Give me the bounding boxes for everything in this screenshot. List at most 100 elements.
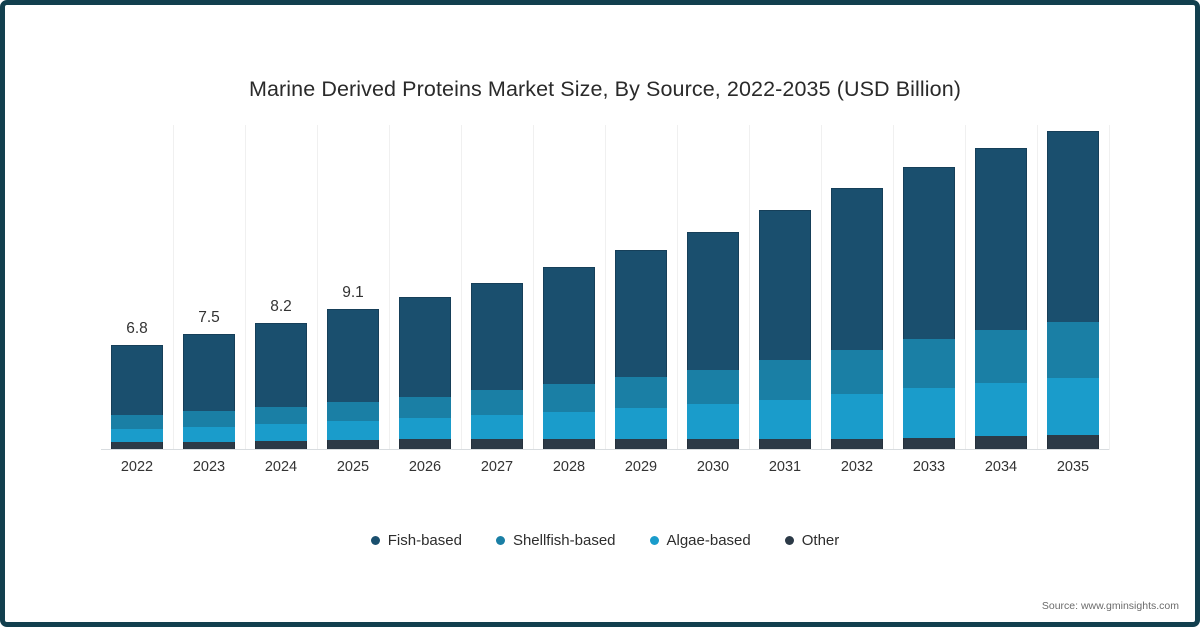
bar-column-2022[interactable] (111, 344, 163, 450)
bar-segment-other[interactable] (975, 436, 1027, 450)
bar-segment-fish-based[interactable] (111, 344, 163, 416)
bar-column-2031[interactable] (759, 210, 811, 450)
bar-segment-fish-based[interactable] (615, 250, 667, 378)
plot-area: 6.8 7.5 8.2 9.1 (101, 125, 1110, 450)
x-axis-tick-2027: 2027 (480, 459, 514, 475)
bar-segment-algae-based[interactable] (831, 394, 883, 440)
bar-segment-fish-based[interactable] (183, 333, 235, 412)
bar-segment-algae-based[interactable] (471, 415, 523, 440)
x-axis-tick-2022: 2022 (120, 459, 154, 475)
bar-segment-fish-based[interactable] (1047, 131, 1099, 322)
gridline (317, 125, 318, 450)
bar-segment-other[interactable] (1047, 435, 1099, 450)
bar-column-2032[interactable] (831, 188, 883, 450)
x-axis-tick-2035: 2035 (1056, 459, 1090, 475)
bar-segment-shellfish-based[interactable] (255, 407, 307, 425)
bar-segment-shellfish-based[interactable] (1047, 321, 1099, 379)
bar-segment-fish-based[interactable] (399, 296, 451, 397)
legend-item-other[interactable]: Other (784, 532, 840, 549)
legend-swatch-icon (784, 536, 794, 545)
bar-segment-shellfish-based[interactable] (183, 411, 235, 427)
bar-segment-shellfish-based[interactable] (327, 402, 379, 422)
x-axis-tick-2034: 2034 (984, 459, 1018, 475)
gridline (965, 125, 966, 450)
bar-segment-shellfish-based[interactable] (471, 390, 523, 416)
x-axis-tick-2023: 2023 (192, 459, 226, 475)
legend-label: Fish-based (387, 532, 462, 549)
bar-segment-fish-based[interactable] (975, 148, 1027, 331)
bar-column-2035[interactable] (1047, 131, 1099, 450)
bar-segment-shellfish-based[interactable] (903, 339, 955, 389)
bar-column-2026[interactable] (399, 296, 451, 450)
bar-segment-shellfish-based[interactable] (831, 350, 883, 395)
legend-swatch-icon (649, 536, 659, 545)
legend-label: Other (801, 532, 840, 549)
legend-label: Shellfish-based (512, 532, 616, 549)
gridline (1037, 125, 1038, 450)
bar-segment-algae-based[interactable] (687, 404, 739, 440)
bar-segment-fish-based[interactable] (903, 166, 955, 340)
x-axis-tick-2025: 2025 (336, 459, 370, 475)
bar-column-2028[interactable] (543, 267, 595, 450)
bar-column-2023[interactable] (183, 333, 235, 450)
bar-segment-shellfish-based[interactable] (111, 415, 163, 430)
bar-segment-fish-based[interactable] (831, 188, 883, 351)
gridline (821, 125, 822, 450)
bar-column-2029[interactable] (615, 250, 667, 450)
legend-item-shellfish-based[interactable]: Shellfish-based (495, 532, 616, 549)
bar-column-2030[interactable] (687, 231, 739, 450)
bar-segment-shellfish-based[interactable] (975, 330, 1027, 383)
gridline (533, 125, 534, 450)
x-axis-tick-2024: 2024 (264, 459, 298, 475)
chart-title: Marine Derived Proteins Market Size, By … (248, 77, 962, 101)
bar-segment-algae-based[interactable] (903, 388, 955, 438)
legend-item-algae-based[interactable]: Algae-based (649, 532, 751, 549)
bar-value-label: 6.8 (126, 319, 148, 337)
bar-segment-fish-based[interactable] (327, 309, 379, 403)
x-axis-tick-2032: 2032 (840, 459, 874, 475)
bar-segment-algae-based[interactable] (759, 399, 811, 440)
x-axis-tick-2026: 2026 (408, 459, 442, 475)
bar-segment-algae-based[interactable] (543, 412, 595, 440)
bar-segment-shellfish-based[interactable] (543, 384, 595, 413)
bar-segment-algae-based[interactable] (255, 424, 307, 441)
bar-segment-algae-based[interactable] (327, 421, 379, 440)
gridline (461, 125, 462, 450)
bar-segment-shellfish-based[interactable] (399, 396, 451, 419)
bar-segment-shellfish-based[interactable] (759, 360, 811, 400)
legend-item-fish-based[interactable]: Fish-based (370, 532, 462, 549)
bar-value-label: 8.2 (270, 298, 292, 316)
bar-column-2034[interactable] (975, 148, 1027, 450)
x-axis-tick-2029: 2029 (624, 459, 658, 475)
bar-segment-algae-based[interactable] (183, 426, 235, 442)
bar-segment-fish-based[interactable] (759, 210, 811, 361)
bar-segment-algae-based[interactable] (1047, 378, 1099, 436)
chart-legend: Fish-based Shellfish-based Algae-based Othe… (5, 532, 1195, 549)
gridline (749, 125, 750, 450)
bar-segment-fish-based[interactable] (471, 282, 523, 391)
bar-column-2025[interactable] (327, 309, 379, 450)
legend-swatch-icon (495, 536, 505, 545)
gridline (389, 125, 390, 450)
bar-segment-shellfish-based[interactable] (687, 369, 739, 405)
bar-segment-algae-based[interactable] (399, 418, 451, 440)
gridline (605, 125, 606, 450)
bar-segment-fish-based[interactable] (687, 231, 739, 370)
x-axis-tick-2031: 2031 (768, 459, 802, 475)
source-attribution: Source: www.gminsights.com (1041, 600, 1179, 612)
gridline (1109, 125, 1110, 450)
bar-segment-shellfish-based[interactable] (615, 377, 667, 409)
bar-segment-algae-based[interactable] (615, 408, 667, 440)
gridline (677, 125, 678, 450)
bar-segment-algae-based[interactable] (111, 429, 163, 443)
bar-column-2024[interactable] (255, 323, 307, 450)
bar-segment-fish-based[interactable] (255, 323, 307, 408)
bar-column-2027[interactable] (471, 282, 523, 450)
legend-swatch-icon (370, 536, 380, 545)
bar-segment-algae-based[interactable] (975, 382, 1027, 437)
gridline (245, 125, 246, 450)
bar-column-2033[interactable] (903, 166, 955, 450)
x-axis-tick-2033: 2033 (912, 459, 946, 475)
bar-segment-fish-based[interactable] (543, 267, 595, 385)
